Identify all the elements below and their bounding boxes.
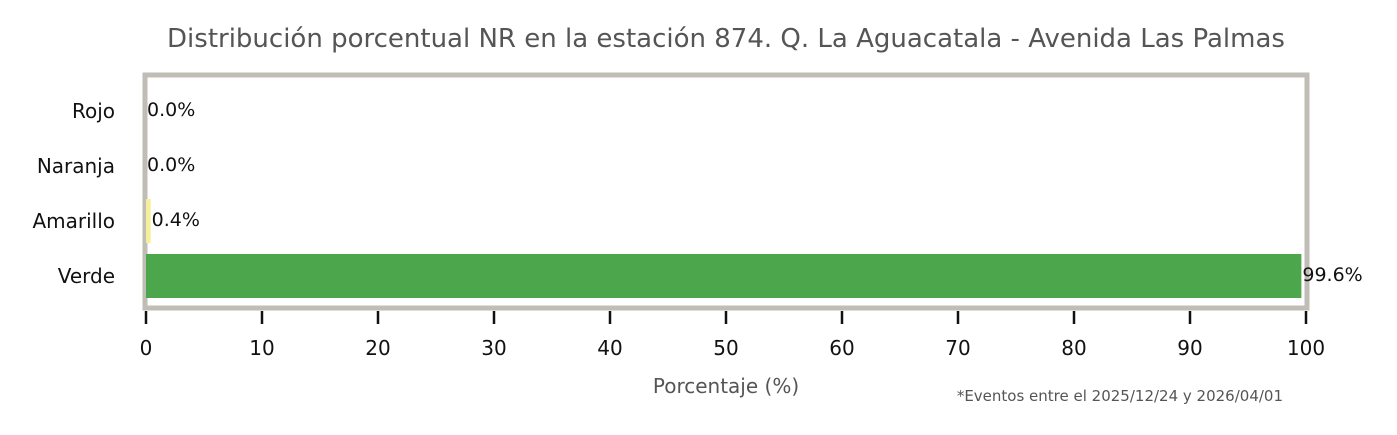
bar-verde	[146, 254, 1302, 298]
x-tick-label-0: 0	[140, 336, 153, 360]
x-tick-label-20: 20	[365, 336, 390, 360]
bar-amarillo	[146, 199, 151, 243]
footnote: *Eventos entre el 2025/12/24 y 2026/04/0…	[956, 387, 1283, 405]
data-label-amarillo: 0.4%	[152, 209, 200, 231]
x-tick-label-60: 60	[829, 336, 854, 360]
x-tick-label-30: 30	[481, 336, 506, 360]
x-tick-label-10: 10	[249, 336, 274, 360]
y-tick-label-naranja: Naranja	[37, 154, 115, 178]
y-tick-label-rojo: Rojo	[72, 99, 115, 123]
x-tick-label-90: 90	[1177, 336, 1202, 360]
y-tick-label-verde: Verde	[58, 264, 115, 288]
x-tick-label-40: 40	[597, 336, 622, 360]
y-tick-label-amarillo: Amarillo	[32, 209, 115, 233]
data-label-rojo: 0.0%	[147, 99, 195, 121]
x-tick-label-100: 100	[1287, 336, 1325, 360]
data-label-verde: 99.6%	[1302, 264, 1362, 286]
data-label-naranja: 0.0%	[147, 154, 195, 176]
x-axis-label: Porcentaje (%)	[652, 374, 800, 398]
x-tick-label-50: 50	[713, 336, 738, 360]
x-tick-label-80: 80	[1061, 336, 1086, 360]
chart-title: Distribución porcentual NR en la estació…	[167, 24, 1285, 54]
x-tick-label-70: 70	[945, 336, 970, 360]
